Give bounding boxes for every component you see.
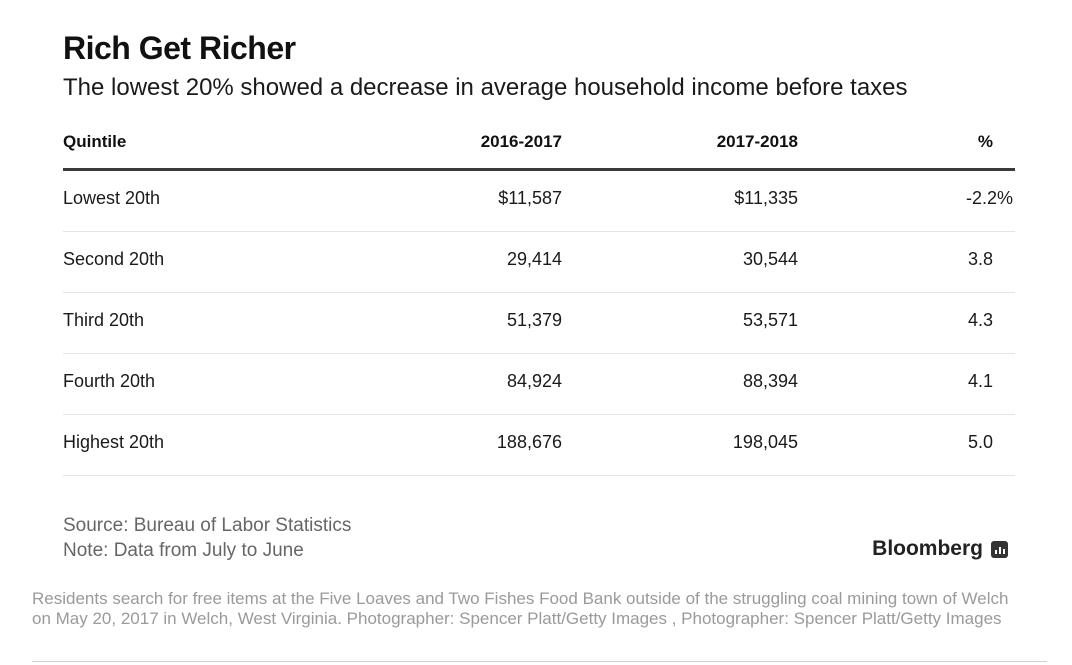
percent-change: 4.1 [967, 371, 993, 391]
quintile-cell: Lowest 20th [63, 188, 161, 208]
value-2016-2017: $11,587 [498, 188, 562, 208]
header-2016-2017: 2016-2017 [480, 132, 562, 151]
header-quintile: Quintile [63, 132, 127, 151]
bloomberg-terminal-icon [991, 540, 1008, 558]
table-row: Third 20th 51,379 53,571 4.3 [63, 293, 1015, 354]
quintile-cell: Fourth 20th [63, 371, 156, 391]
photo-caption: Residents search for free items at the F… [32, 589, 1009, 628]
value-2016-2017: 84,924 [506, 371, 562, 391]
table-row: Highest 20th 188,676 198,045 5.0 [63, 415, 1015, 476]
value-2017-2018: 30,544 [742, 249, 798, 269]
income-table: Quintile 2016-2017 2017-2018 % Lowest 20… [63, 120, 1015, 476]
table-row: Lowest 20th $11,587 $11,335 -2.2% [63, 171, 1015, 232]
source-note: Source: Bureau of Labor Statistics Note:… [63, 513, 351, 563]
value-2017-2018: 198,045 [732, 432, 798, 452]
source-line: Source: Bureau of Labor Statistics [63, 515, 352, 536]
quintile-cell: Highest 20th [63, 432, 165, 452]
percent-change: 4.3 [967, 310, 993, 330]
brand-name: Bloomberg [872, 537, 983, 560]
value-2016-2017: 188,676 [496, 432, 562, 452]
divider [32, 661, 1047, 662]
table-row: Fourth 20th 84,924 88,394 4.1 [63, 354, 1015, 415]
value-2017-2018: 88,394 [742, 371, 798, 391]
table-row: Second 20th 29,414 30,544 3.8 [63, 232, 1015, 293]
note-line: Note: Data from July to June [63, 540, 304, 561]
value-2016-2017: 29,414 [506, 249, 562, 269]
percent-change: 5.0 [967, 432, 993, 452]
chart-subtitle: The lowest 20% showed a decrease in aver… [63, 74, 908, 101]
percent-change: -2.2% [965, 188, 1013, 208]
quintile-cell: Second 20th [63, 249, 165, 269]
quintile-cell: Third 20th [63, 310, 145, 330]
value-2017-2018: $11,335 [734, 188, 798, 208]
percent-change: 3.8 [967, 249, 993, 269]
brand-logo: Bloomberg [872, 537, 1008, 561]
header-percent: % [977, 132, 993, 151]
table-header: Quintile 2016-2017 2017-2018 % [63, 120, 1015, 171]
chart-title: Rich Get Richer [63, 30, 296, 66]
value-2016-2017: 51,379 [506, 310, 562, 330]
header-2017-2018: 2017-2018 [716, 132, 798, 151]
value-2017-2018: 53,571 [742, 310, 798, 330]
